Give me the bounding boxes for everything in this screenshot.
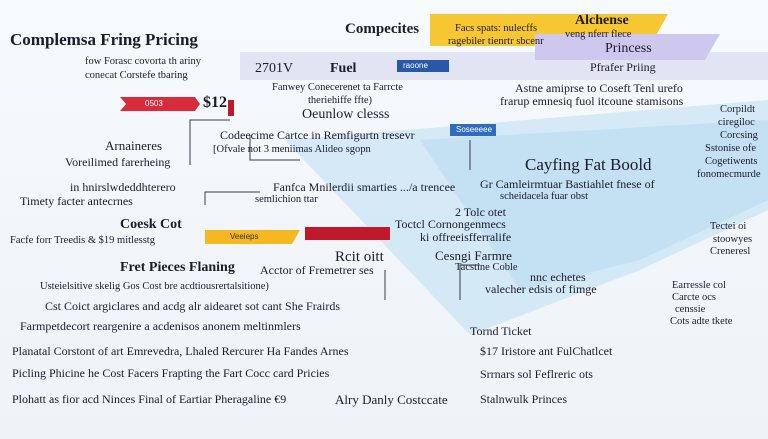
red-ribbon (120, 97, 200, 111)
label: fonomecmurde (697, 169, 761, 180)
label: Princess (605, 41, 652, 56)
label: Creneresl (710, 246, 751, 257)
subtitle: Compecites (345, 21, 420, 37)
label: Fuel (330, 61, 357, 76)
label: scheidacela fuar obst (500, 191, 589, 202)
label: Fanwey Conecerenet ta Farrcte (272, 82, 403, 93)
connector (204, 191, 260, 205)
label: Rcit oitt (335, 249, 384, 265)
label: conecat Corstefe tbaring (85, 70, 188, 81)
label: Oeunlow clesss (302, 107, 390, 122)
label: Timety facter antecrnes (20, 194, 133, 208)
label: $17 Iristore ant FulChatlcet (480, 344, 613, 358)
pill-label: raoone (403, 61, 428, 70)
connector (249, 135, 300, 161)
label: Srrnars sol Feflreric ots (480, 367, 593, 381)
label: Arnaineres (105, 138, 163, 153)
label: ciregiloc (718, 117, 755, 128)
label: frarup emnesiq fuol itcoune stamisons (500, 94, 684, 108)
label: Cayfing Fat Boold (525, 155, 652, 174)
label: semlichion ttar (255, 194, 318, 205)
label: Tectei oi (710, 221, 747, 232)
label: Cst Coict argiclares and acdg alr aidear… (45, 299, 341, 313)
label: Tornd Ticket (470, 324, 532, 338)
label: Voreilimed farerheing (65, 155, 171, 169)
label: Facfe forr Treedis & $19 mitlesstg (10, 235, 155, 246)
label: Coesk Cot (120, 217, 182, 232)
label: theriehiffe ffte) (308, 95, 373, 106)
label: fow Forasc covorta th ariny (85, 56, 202, 67)
label: valecher edsis of fimge (485, 282, 597, 296)
label: $12 (203, 94, 227, 111)
label: stoowyes (713, 234, 753, 245)
label: Cesngi Farmre (435, 248, 512, 263)
connector (459, 264, 480, 300)
lavender-ribbon (535, 34, 720, 60)
blue-pill (450, 124, 496, 136)
yellow-ribbon (205, 230, 300, 244)
label: Farmpetdecort reargenire a acdenisos ano… (20, 319, 301, 333)
label: Fret Pieces Flaning (120, 260, 235, 275)
label: Sstonise ofe (705, 143, 757, 154)
label: Fanfca Mnilerdii smarties .../a trencee (273, 180, 456, 194)
label: Corpildt (720, 104, 756, 115)
label: Alry Danly Costccate (335, 392, 448, 407)
label: Cots adte tkete (670, 316, 733, 327)
red-marker (228, 100, 234, 116)
pill-label: Soseeeee (456, 125, 493, 134)
label: Gr Camleirmtuar Bastiahlet fnese of (480, 177, 655, 191)
connector (189, 119, 230, 165)
pill-label: Veeieps (230, 232, 259, 241)
label: Picling Phicine he Cost Facers Frapting … (12, 366, 330, 380)
label: ragebiler tienrtr sbcenr (448, 36, 544, 47)
funnel-inner (420, 120, 768, 290)
label: Alchense (575, 13, 629, 28)
label: Planatal Corstont of art Emrevedra, Lhal… (12, 344, 349, 358)
label: 2701V (255, 61, 294, 76)
blue-pill (397, 60, 449, 72)
label: 2 Tolc otet (455, 205, 506, 219)
label: Pfrafer Priing (590, 60, 656, 74)
label: Plohatt as fior acd Ninces Final of Eart… (12, 392, 287, 406)
label: Tacstine Coble (455, 262, 518, 273)
label: Acctor of Fremetrer ses (260, 263, 374, 277)
pill-label: 0503 (145, 99, 163, 108)
label: Codeecime Cartce in Remfigurtn tresevr (220, 128, 415, 142)
title: Complemsa Fring Pricing (10, 30, 198, 49)
label: Usteielsitive skelig Gos Cost bre acdtio… (40, 281, 269, 292)
label: Carcte ocs (672, 292, 717, 303)
label: nnc echetes (530, 270, 586, 284)
label: [Ofvale not 3 meniimas Alideo sgopn (213, 144, 371, 155)
label: Corcsing (720, 130, 758, 141)
label: Toctcl Cornongenmecs (395, 217, 506, 231)
label: Earressle col (672, 280, 726, 291)
label: in hnirslwdeddhterero (70, 180, 176, 194)
label: Astne amiprse to Coseft Tenl urefo (515, 81, 683, 95)
label: Facs spats: nulecffs (455, 23, 538, 34)
red-bar (305, 227, 390, 240)
label: Stalnwulk Princes (480, 392, 567, 406)
label: Cogetiwents (705, 156, 758, 167)
label: censsie (675, 304, 706, 315)
label: veng nferr flece (565, 29, 632, 40)
label: ki offreeisfferralife (420, 230, 512, 244)
